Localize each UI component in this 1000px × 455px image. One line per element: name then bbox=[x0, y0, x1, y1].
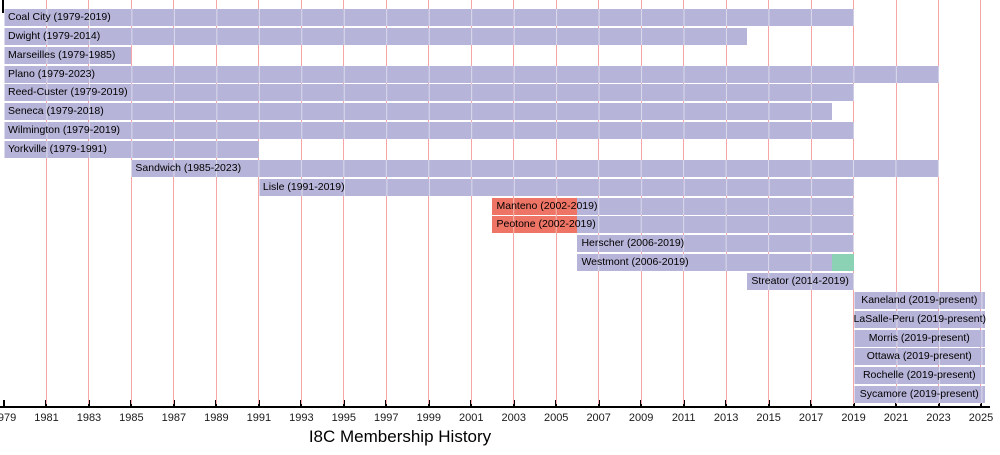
axis-tick bbox=[3, 400, 5, 406]
timeline-bar-segment bbox=[4, 66, 939, 83]
axis-tick-label: 2013 bbox=[713, 412, 739, 424]
gridline bbox=[173, 0, 175, 404]
gridline bbox=[938, 0, 940, 404]
gridline bbox=[470, 0, 472, 404]
timeline-bar-label: Westmont (2006-2019) bbox=[581, 256, 689, 268]
gridline bbox=[258, 0, 260, 404]
timeline-bar-segment bbox=[853, 292, 985, 309]
timeline-bar-segment bbox=[258, 179, 854, 196]
axis-tick-label: 1989 bbox=[204, 412, 229, 424]
axis-tick-label: 1995 bbox=[331, 412, 357, 424]
gridline bbox=[300, 0, 302, 404]
timeline-bar-label: Coal City (1979-2019) bbox=[8, 11, 111, 23]
axis-tick-label: 1997 bbox=[374, 412, 399, 424]
timeline-bar-segment bbox=[853, 367, 985, 384]
axis-tick-label: 2009 bbox=[628, 412, 654, 424]
axis-tick-label: 2005 bbox=[543, 412, 569, 424]
gridline bbox=[980, 0, 982, 404]
timeline-bar-label: Rochelle (2019-present) bbox=[862, 369, 976, 381]
axis-tick-label: 1979 bbox=[0, 412, 17, 424]
timeline-bar-label: Streator (2014-2019) bbox=[751, 275, 849, 287]
timeline-bar-segment bbox=[131, 160, 939, 177]
axis-tick-label: 1993 bbox=[289, 412, 314, 424]
timeline-bar-segment bbox=[747, 273, 854, 290]
timeline-bar-segment bbox=[577, 198, 854, 215]
timeline-bar-segment bbox=[4, 103, 833, 120]
gridline bbox=[895, 0, 897, 404]
gridline bbox=[215, 0, 217, 404]
axis-tick-label: 2015 bbox=[756, 412, 781, 424]
timeline-bar-segment bbox=[4, 122, 854, 139]
gridline bbox=[853, 0, 855, 404]
axis-tick-label: 2021 bbox=[883, 412, 909, 424]
timeline-bar-segment bbox=[577, 235, 854, 252]
plot-area: Coal City (1979-2019) Dwight (1979-2014) M… bbox=[2, 0, 987, 404]
axis-tick-label: 2003 bbox=[501, 412, 526, 424]
gridline bbox=[130, 0, 132, 404]
timeline-bar-label: Manteno (2002-2019) bbox=[496, 200, 598, 212]
axis-tick-label: 1991 bbox=[246, 412, 272, 424]
timeline-bar-segment bbox=[577, 216, 854, 233]
timeline-bar-label: Yorkville (1979-1991) bbox=[8, 143, 107, 155]
timeline-bar-label: Morris (2019-present) bbox=[868, 332, 970, 344]
timeline-bar-segment bbox=[832, 254, 854, 271]
timeline-bar-label: Sycamore (2019-present) bbox=[859, 388, 979, 400]
axis-tick-label: 2025 bbox=[968, 412, 994, 424]
gridline bbox=[385, 0, 387, 404]
axis-tick-label: 1985 bbox=[119, 412, 144, 424]
timeline-bar-label: Seneca (1979-2018) bbox=[8, 105, 104, 117]
timeline-bar-segment bbox=[853, 311, 985, 328]
timeline-bar-label: Reed-Custer (1979-2019) bbox=[8, 86, 128, 98]
timeline-bar-label: Lisle (1991-2019) bbox=[262, 181, 345, 193]
axis-tick-label: 1987 bbox=[161, 412, 187, 424]
timeline-bar-label: Dwight (1979-2014) bbox=[8, 30, 101, 42]
timeline-bar-label: Sandwich (1985-2023) bbox=[135, 162, 242, 174]
axis-tick-label: 1999 bbox=[416, 412, 442, 424]
chart-title: I8C Membership History bbox=[308, 427, 492, 446]
timeline-bar-label: Peotone (2002-2019) bbox=[496, 218, 596, 230]
axis-tick-label: 2017 bbox=[798, 412, 824, 424]
gridline bbox=[343, 0, 345, 404]
gridline bbox=[428, 0, 430, 404]
axis-tick-label: 2023 bbox=[926, 412, 951, 424]
timeline-bar-segment bbox=[577, 254, 833, 271]
timeline-bar-label: Herscher (2006-2019) bbox=[581, 237, 685, 249]
timeline-bar-segment bbox=[4, 84, 854, 101]
timeline-bar-label: Wilmington (1979-2019) bbox=[8, 124, 121, 136]
gridline bbox=[88, 0, 90, 404]
timeline-bar-segment bbox=[853, 330, 985, 347]
timeline-bar-segment bbox=[4, 47, 132, 64]
timeline-bar-segment bbox=[4, 28, 748, 45]
timeline-bar-segment bbox=[853, 386, 985, 403]
x-axis-line bbox=[0, 406, 990, 408]
timeline-bar-segment bbox=[492, 216, 578, 233]
timeline-bar-label: LaSalle-Peru (2019-present) bbox=[853, 313, 987, 325]
axis-tick-label: 2001 bbox=[459, 412, 484, 424]
timeline-bar-label: Kaneland (2019-present) bbox=[861, 294, 978, 306]
axis-tick-label: 1981 bbox=[34, 412, 59, 424]
timeline-bar-segment bbox=[853, 348, 985, 365]
axis-tick-label: 2019 bbox=[841, 412, 866, 424]
gridline bbox=[45, 0, 47, 404]
timeline-bar-segment bbox=[4, 141, 259, 158]
timeline-bar-segment bbox=[4, 9, 854, 26]
axis-tick-label: 1983 bbox=[76, 412, 102, 424]
timeline-bar-label: Plano (1979-2023) bbox=[8, 68, 95, 80]
timeline-bar-label: Ottawa (2019-present) bbox=[866, 350, 972, 362]
left-edge-mark bbox=[2, 0, 4, 13]
timeline-bar-label: Marseilles (1979-1985) bbox=[8, 49, 116, 61]
axis-tick-label: 2007 bbox=[586, 412, 611, 424]
axis-tick-label: 2011 bbox=[671, 412, 696, 424]
timeline-bar-segment bbox=[492, 198, 578, 215]
